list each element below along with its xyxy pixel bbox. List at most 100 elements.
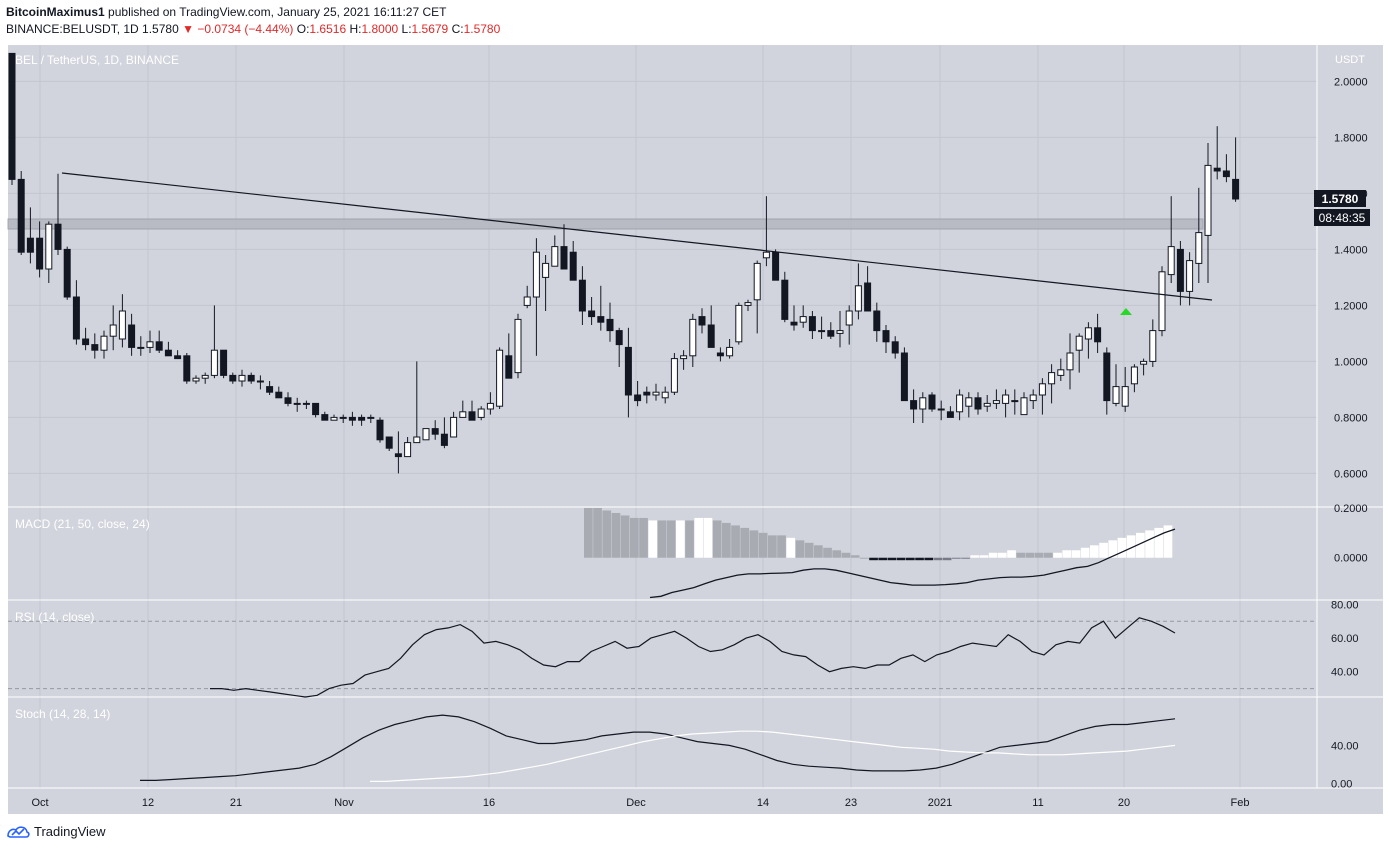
candle-down [266,386,274,393]
time-tick-label: 20 [1118,797,1130,809]
candle-up [1149,330,1157,362]
candle-up [1057,369,1065,376]
candle-up [854,285,862,312]
tradingview-brand: TradingView [34,824,106,839]
macd-histogram-bar [1071,550,1081,558]
time-tick-label: 16 [483,797,495,809]
publish-line: BitcoinMaximus1 published on TradingView… [6,5,447,19]
candle-down [615,330,623,346]
macd-histogram-bar [657,520,667,558]
candle-up [404,442,412,458]
candle-up [367,416,375,419]
macd-histogram-bar [740,527,750,558]
candle-down [560,246,568,270]
macd-histogram-bar [749,530,759,558]
rsi-tick-label: 60.00 [1331,633,1359,645]
candle-down [54,223,62,250]
candle-up [744,302,752,306]
macd-histogram-bar [602,510,612,558]
candle-up [477,408,485,418]
time-tick-label: 21 [230,797,242,809]
time-tick-label: Dec [626,797,646,809]
candle-up [1186,260,1194,292]
resistance-zone[interactable] [7,218,1204,230]
price-tick-label: 0.6000 [1334,468,1368,480]
candle-down [385,436,393,449]
stoch-tick-label: 40.00 [1331,740,1359,752]
candle-down [82,338,90,346]
time-tick-label: 14 [757,797,769,809]
tradingview-footer[interactable]: TradingView [6,824,106,839]
candle-down [1094,327,1102,343]
open-value: 1.6516 [309,22,347,36]
candle-up [45,223,53,270]
candle-up [661,391,669,399]
candle-up [1029,394,1037,402]
candle-up [293,402,301,405]
candle-down [229,374,237,382]
candle-down [790,321,798,326]
candle-up [670,358,678,393]
candle-up [523,296,531,306]
candle-up [459,411,467,418]
candle-down [864,282,872,312]
macd-histogram-bar [584,508,593,558]
candle-up [1020,397,1028,416]
time-tick-label: 12 [142,797,154,809]
macd-histogram-bar [593,508,602,558]
candle-up [799,316,807,323]
stoch-label: Stoch (14, 28, 14) [15,707,110,721]
rsi-tick-label: 80.00 [1331,599,1359,611]
macd-tick-label: 0.0000 [1334,553,1368,565]
candle-up [551,246,559,267]
candle-down [588,310,596,318]
candle-up [192,377,200,382]
time-tick-label: Nov [334,797,354,809]
macd-histogram-bar [961,557,970,559]
stoch-k-line [140,714,1176,782]
high-label: H: [349,22,362,36]
macd-histogram-bar [1136,532,1145,558]
candle-up [1195,232,1203,264]
price-tag [1314,190,1366,207]
candle-up [735,304,743,343]
macd-histogram-bar [1053,552,1062,558]
candle-up [956,394,964,413]
macd-histogram-bar [1034,552,1044,558]
candle-down [606,318,614,332]
candle-down [772,251,780,281]
price-change: −0.0734 (−4.44%) [197,22,294,36]
candle-up [762,251,770,259]
candle-down [597,316,605,323]
macd-histogram-bar [1025,552,1035,558]
macd-histogram-bar [758,532,768,558]
macd-histogram-bar [777,535,786,558]
macd-histogram-bar [878,557,888,561]
time-tick-label: Oct [31,797,48,809]
open-label: O: [296,22,310,36]
candle-down [882,330,890,343]
candle-up [753,262,761,301]
ohlc-line: BINANCE:BELUSDT, 1D 1.5780 ▼ −0.0734 (−4… [6,22,500,36]
macd-histogram-bar [869,557,878,561]
candle-up [919,397,927,410]
candle-up [937,408,945,411]
candle-up [201,374,209,379]
green-arrow-up-icon[interactable] [1120,308,1132,315]
candle-down [247,374,255,382]
author-name[interactable]: BitcoinMaximus1 [6,5,105,19]
low-value: 1.5679 [411,22,449,36]
candle-up [1084,327,1092,340]
tradingview-logo-icon [7,825,30,838]
candle-down [698,316,706,326]
macd-histogram-bar [703,517,713,558]
macd-histogram-bar [952,557,961,559]
descending-trendline[interactable] [61,172,1213,301]
candle-down [17,178,25,253]
chart-background [8,45,1317,788]
price-tick-label: 0.8000 [1334,412,1368,424]
candle-up [137,346,145,349]
macd-histogram-bar [639,517,648,558]
macd-histogram-bar [942,557,952,561]
